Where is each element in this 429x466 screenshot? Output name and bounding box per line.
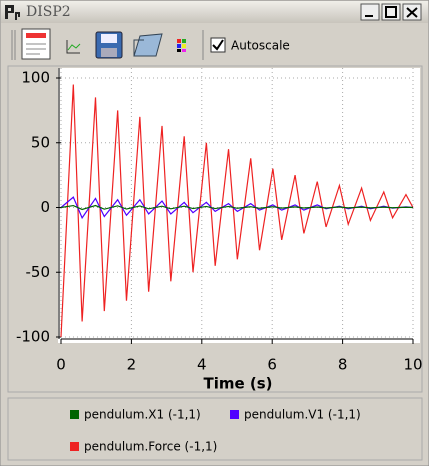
legend-label: pendulum.Force (-1,1)	[84, 440, 217, 454]
plot-area	[58, 68, 420, 343]
legend-swatch	[70, 410, 79, 419]
close-button[interactable]	[402, 3, 422, 21]
document-button[interactable]	[21, 28, 51, 60]
series-line	[60, 84, 414, 338]
x-axis-label: Time (s)	[203, 375, 272, 393]
series-line	[60, 204, 414, 211]
maximize-button[interactable]	[381, 3, 401, 21]
y-tick-label: 50	[31, 133, 50, 151]
autoscale-label: Autoscale	[231, 39, 290, 53]
x-tick-label: 0	[56, 356, 66, 374]
x-tick-label: 2	[127, 356, 137, 374]
title-bar	[1, 1, 428, 23]
window-title: DISP2	[26, 4, 71, 20]
color-button[interactable]	[177, 39, 186, 52]
save-button[interactable]	[95, 31, 123, 59]
y-tick-label: -50	[26, 263, 51, 281]
autoscale-checkbox[interactable]	[210, 37, 226, 53]
minimize-button[interactable]	[360, 3, 380, 21]
y-tick-label: -100	[16, 328, 50, 346]
x-tick-label: 10	[403, 356, 422, 374]
x-tick-label: 6	[267, 356, 277, 374]
plot-button[interactable]	[66, 40, 81, 54]
open-button[interactable]	[133, 33, 163, 57]
legend-label: pendulum.X1 (-1,1)	[84, 408, 201, 422]
y-tick-label: 0	[40, 198, 50, 216]
x-tick-label: 4	[197, 356, 207, 374]
legend-label: pendulum.V1 (-1,1)	[244, 408, 361, 422]
legend-swatch	[70, 442, 79, 451]
y-tick-label: 100	[21, 69, 50, 87]
x-tick-label: 8	[338, 356, 348, 374]
legend-swatch	[230, 410, 239, 419]
app-icon	[5, 5, 20, 20]
